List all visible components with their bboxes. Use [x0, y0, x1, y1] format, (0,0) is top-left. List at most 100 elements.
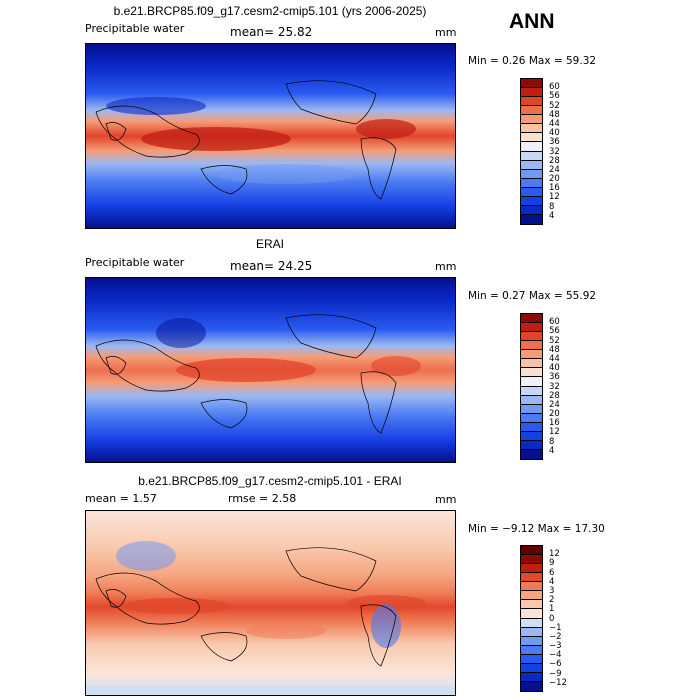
- panel3-colorbar-label: 2: [549, 595, 555, 606]
- panel2-colorbar-swatch: [521, 341, 542, 351]
- panel3-colorbar-swatch: [521, 591, 542, 601]
- panel1-colorbar-swatch: [521, 151, 542, 161]
- panel2-colorbar-label: 56: [549, 326, 560, 337]
- panel3-colorbar-swatch: [521, 645, 542, 655]
- panel1-colorbar-swatch: [521, 160, 542, 170]
- panel2-colorbar-label: 40: [549, 363, 560, 374]
- panel3-colorbar-swatch: [521, 555, 542, 565]
- panel2-colorbar-swatch: [521, 422, 542, 432]
- panel3-colorbar-label: 1: [549, 604, 555, 615]
- panel3-colorbar-swatch: [521, 663, 542, 673]
- panel2-mean: mean= 24.25: [230, 259, 313, 273]
- panel2-colorbar-swatch: [521, 440, 542, 450]
- panel2-colorbar-label: 24: [549, 399, 560, 410]
- panel1-colorbar-label: 36: [549, 137, 560, 148]
- panel2-colorbar-swatch: [521, 332, 542, 342]
- panel3-colorbar-swatch: [521, 600, 542, 610]
- panel3-colorbar-label: −9: [549, 668, 562, 679]
- panel3-colorbar-swatch: [521, 681, 542, 691]
- panel2-map-field: [86, 278, 455, 462]
- panel2-colorbar-label: 12: [549, 427, 560, 438]
- panel1-colorbar-swatch: [521, 106, 542, 116]
- panel1-colorbar-swatch: [521, 124, 542, 134]
- panel3-colorbar-swatch: [521, 582, 542, 592]
- panel3-colorbar-labels: 12 9 6 4 3 2 1 0 −1 −2 −3 −4 −6 −9 −12: [549, 545, 579, 692]
- panel2-colorbar-label: 4: [549, 445, 555, 456]
- panel1-colorbar-swatch: [521, 79, 542, 89]
- panel1-colorbar-swatch: [521, 133, 542, 143]
- panel1-colorbar-label: 20: [549, 174, 560, 185]
- panel3-colorbar-swatch: [521, 609, 542, 619]
- panel2-colorbar-swatch: [521, 350, 542, 360]
- panel2-colorbar-swatch: [521, 359, 542, 369]
- panel2-colorbar-label: 28: [549, 390, 560, 401]
- panel3-colorbar-label: 6: [549, 567, 555, 578]
- panel3-colorbar-label: 4: [549, 576, 555, 587]
- panel1-colorbar-swatch: [521, 142, 542, 152]
- panel2-colorbar-swatch: [521, 323, 542, 333]
- panel3-colorbar: [520, 545, 543, 692]
- panel1-colorbar-swatch: [521, 178, 542, 188]
- panel3-map: [85, 510, 456, 696]
- panel2-colorbar-swatch: [521, 404, 542, 414]
- panel1-colorbar-label: 28: [549, 155, 560, 166]
- panel1-colorbar-label: 16: [549, 183, 560, 194]
- panel1-colorbar-label: 32: [549, 146, 560, 157]
- panel1-colorbar-label: 8: [549, 201, 555, 212]
- panel1-units: mm: [435, 26, 457, 39]
- panel3-rmse: rmse = 2.58: [228, 492, 297, 505]
- panel2-colorbar-label: 60: [549, 317, 560, 328]
- panel1-colorbar-swatch: [521, 205, 542, 215]
- panel3-colorbar-swatch: [521, 636, 542, 646]
- panel1-colorbar-label: 52: [549, 100, 560, 111]
- panel1-map-field: [86, 44, 455, 228]
- panel3-mean: mean = 1.57: [85, 492, 157, 505]
- panel2-colorbar-swatch: [521, 413, 542, 423]
- panel3-units: mm: [435, 493, 457, 506]
- panel2-colorbar-label: 48: [549, 344, 560, 355]
- panel1-colorbar-label: 12: [549, 192, 560, 203]
- panel1-colorbar-label: 48: [549, 109, 560, 120]
- panel2-colorbar-label: 36: [549, 372, 560, 383]
- panel3-colorbar-swatch: [521, 654, 542, 664]
- panel2-colorbar-swatch: [521, 314, 542, 324]
- panel3-colorbar-label: −4: [549, 650, 562, 661]
- panel1-colorbar-swatch: [521, 115, 542, 125]
- panel1-title: b.e21.BRCP85.f09_g17.cesm2-cmip5.101 (yr…: [113, 4, 427, 18]
- panel1-colorbar-label: 60: [549, 82, 560, 93]
- season-label: ANN: [509, 10, 555, 33]
- panel2-colorbar-label: 44: [549, 353, 560, 364]
- panel2-colorbar: [520, 313, 543, 460]
- panel3-colorbar-label: −2: [549, 631, 562, 642]
- panel2-variable: Precipitable water: [85, 256, 185, 269]
- panel1-colorbar-labels: 60 56 52 48 44 40 36 32 28 24 20 16 12 8…: [549, 78, 579, 225]
- panel3-minmax: Min = −9.12 Max = 17.30: [468, 523, 605, 535]
- panel1-colorbar-swatch: [521, 88, 542, 98]
- panel2-colorbar-swatch: [521, 386, 542, 396]
- panel3-colorbar-swatch: [521, 546, 542, 556]
- panel1-colorbar-label: 44: [549, 118, 560, 129]
- panel2-colorbar-label: 52: [549, 335, 560, 346]
- panel3-colorbar-label: 3: [549, 585, 555, 596]
- panel3-map-field: [86, 511, 455, 695]
- panel2-colorbar-label: 16: [549, 418, 560, 429]
- panel2-colorbar-label: 8: [549, 436, 555, 447]
- panel1-colorbar-label: 4: [549, 210, 555, 221]
- panel1-colorbar-swatch: [521, 196, 542, 206]
- panel2-colorbar-label: 32: [549, 381, 560, 392]
- panel2-colorbar-label: 20: [549, 409, 560, 420]
- panel3-colorbar-label: −12: [549, 677, 567, 688]
- panel2-colorbar-swatch: [521, 377, 542, 387]
- panel1-colorbar-swatch: [521, 169, 542, 179]
- panel1-colorbar-label: 56: [549, 91, 560, 102]
- panel2-units: mm: [435, 260, 457, 273]
- panel1-colorbar-label: 40: [549, 128, 560, 139]
- panel1-map: [85, 43, 456, 229]
- panel2-map: [85, 277, 456, 463]
- panel1-colorbar-swatch: [521, 97, 542, 107]
- panel1-minmax: Min = 0.26 Max = 59.32: [468, 55, 597, 67]
- panel1-colorbar-swatch: [521, 187, 542, 197]
- panel3-colorbar-label: 0: [549, 613, 555, 624]
- panel3-colorbar-label: −3: [549, 641, 562, 652]
- panel2-colorbar-labels: 60 56 52 48 44 40 36 32 28 24 20 16 12 8…: [549, 313, 579, 460]
